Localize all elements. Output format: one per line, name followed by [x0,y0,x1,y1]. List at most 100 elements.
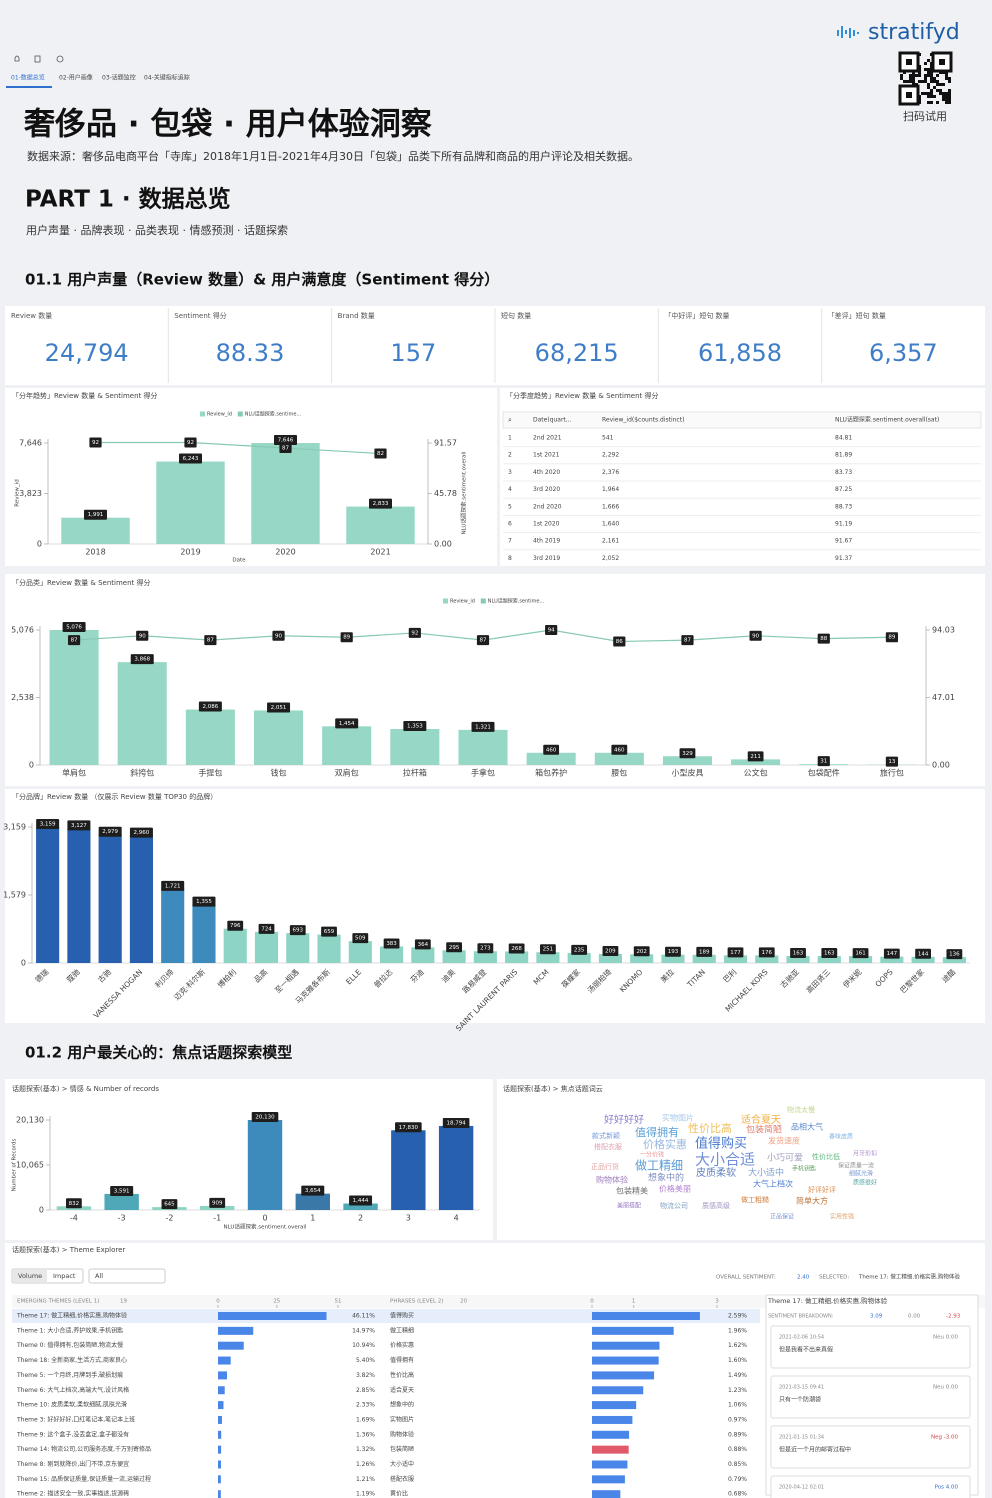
data-label: 383 [386,941,397,947]
qr-cell [900,77,903,80]
data-label: 193 [668,949,679,955]
bar [218,1371,227,1380]
tab[interactable]: 03-话题监控 [102,74,136,82]
qr-cell [930,80,933,83]
label-box [540,944,556,955]
overall-value: 2.40 [797,1275,810,1281]
cloud-word: 保证质量一流 [838,1162,874,1170]
cloud-word: 细腻光滑 [849,1170,873,1178]
bar [505,951,529,963]
cloud-word: 款式新颖 [592,1131,620,1140]
y2-tick-label: 0.00 [932,761,950,770]
data-label: 7,646 [278,438,294,444]
data-label: 1,991 [88,512,104,518]
cloud-word: 包装简陋 [746,1124,782,1136]
data-label: 90 [752,633,759,639]
comment-text: 但是近一个月的邮寄过程中 [779,1446,851,1454]
bar [755,955,779,963]
data-label: 3,159 [40,822,56,828]
bar [218,1326,254,1335]
data-label: 1,721 [165,883,181,889]
data-label: 89 [343,635,350,641]
tab[interactable]: 04-关键指标追踪 [144,74,190,82]
data-label: 2,833 [373,501,389,507]
label-box [136,630,149,641]
label-box [477,943,494,954]
qr-cell [927,86,930,89]
row-label: 搭配衣服 [390,1475,414,1483]
cloud-word: 购物体验 [596,1175,628,1185]
bar [592,1415,633,1424]
logo: stratifyd [868,20,960,45]
qr-cell [921,92,924,95]
data-label: 87 [71,638,78,644]
data-label: 90 [139,633,146,639]
qr-cell [936,89,939,92]
row-label: Theme 17: 做工精细,价格实惠,购物体验 [16,1312,127,1320]
bar [592,1475,625,1484]
kpi-label: 「差评」短句 数量 [828,311,886,320]
bar [218,1445,222,1454]
chart-title: 话题探索(基本) > 情感 & Number of records [12,1084,159,1093]
legend-swatch [237,411,243,417]
bar [223,928,247,963]
bar [251,443,320,544]
label-box [349,1195,373,1206]
data-label: 3,868 [134,657,150,663]
table-cell: 2,161 [602,538,619,545]
value-label: 0.97% [728,1416,747,1423]
comment-text: 只有一个防潮袋 [779,1396,821,1404]
qr-cell [924,80,927,83]
tab[interactable]: 01-数据总览 [11,74,45,82]
data-label: 18,794 [446,1120,466,1126]
cloud-word: 物流公司 [660,1201,688,1210]
bar [911,956,935,963]
data-label: 13 [888,759,895,765]
x-tick-label: 0 [216,1299,220,1305]
x-tick-label: 箱包养护 [535,768,567,778]
label-box [321,926,337,937]
row-label: Theme 5: 一个月终,月牌到手,破损划痕 [16,1371,123,1379]
qr-cell [933,95,936,98]
data-label: 235 [574,947,585,953]
toggle[interactable]: Impact [53,1272,76,1280]
cloud-word: 性价比低 [812,1152,840,1161]
kpi-label: 「中好评」短句 数量 [664,311,729,320]
toggle[interactable]: Volume [18,1272,42,1280]
label-box [258,923,275,934]
tab[interactable]: 02-用户画像 [59,74,93,82]
logo-icon [837,26,859,38]
bar [317,934,341,963]
y-tick-label: 0 [21,959,26,968]
qr-cell [945,95,948,98]
table-cell: 84.81 [835,435,852,442]
label-box [727,947,744,958]
row-label: 值得拥有 [390,1356,414,1364]
qr-cell [909,77,912,80]
filter[interactable]: All [95,1272,103,1280]
table-cell: 6 [508,521,512,528]
column-header: Review_id($counts.distinct) [602,417,684,424]
qr-cell [936,74,939,77]
cloud-word: 正品行货 [591,1162,619,1171]
row-label: Theme 18: 全新商家,生活方式,商家良心 [16,1356,127,1364]
bar [390,729,440,765]
label-box [198,701,222,712]
x-tick-label: 0 [590,1299,594,1305]
table-cell: 2,052 [602,555,619,562]
x-tick-label: 单肩包 [62,768,86,778]
kpi-label: Brand 数量 [338,311,375,320]
data-label: 87 [207,638,214,644]
qr-cell [948,77,951,80]
label-box [161,880,185,891]
label-box [508,943,525,954]
cloud-word: 搭配衣服 [594,1142,622,1151]
data-label: 2,960 [134,830,150,836]
qr-cell [939,83,942,86]
column-header: EMERGING THEMES (LEVEL 1) [17,1299,99,1305]
x-tick-label: 1 [632,1299,636,1305]
label-box [36,819,60,829]
qr-cell [927,74,930,77]
bar [592,1460,628,1469]
